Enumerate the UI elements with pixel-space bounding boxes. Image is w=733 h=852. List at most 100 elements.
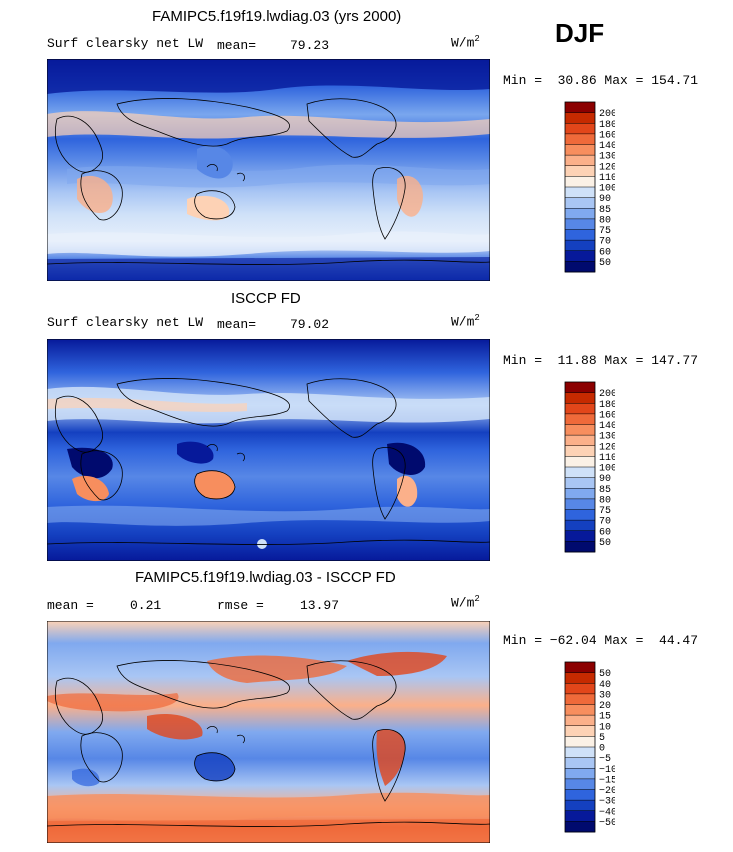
colorbar-label: 40 (599, 680, 611, 691)
colorbar-label: 50 (599, 669, 611, 680)
colorbar-label: 100 (599, 464, 615, 475)
colorbar-label: 160 (599, 130, 615, 141)
colorbar-swatch (565, 250, 595, 262)
colorbar-label: 70 (599, 517, 611, 528)
colorbar-label: 75 (599, 226, 611, 237)
map-features (47, 386, 490, 549)
panel-3-mean-label: mean = (47, 598, 94, 613)
colorbar-swatch (565, 392, 595, 404)
colorbar-swatch (565, 693, 595, 705)
panel-2-units: W/m2 (451, 313, 480, 329)
colorbar-label: 70 (599, 237, 611, 248)
panel-3-map (47, 621, 490, 843)
colorbar-swatch (565, 520, 595, 532)
colorbar-swatch (565, 133, 595, 145)
colorbar-label: 120 (599, 442, 615, 453)
colorbar-label: 120 (599, 162, 615, 173)
colorbar-label: 90 (599, 194, 611, 205)
colorbar-swatch (565, 715, 595, 727)
colorbar-swatch (565, 435, 595, 447)
colorbar-label: 80 (599, 495, 611, 506)
colorbar-label: 110 (599, 453, 615, 464)
colorbar-label: 200 (599, 389, 615, 400)
colorbar-label: 110 (599, 173, 615, 184)
colorbar-label: 180 (599, 120, 615, 131)
colorbar-swatch (565, 382, 595, 394)
colorbar-label: 5 (599, 733, 605, 744)
colorbar-label: −5 (599, 754, 611, 765)
colorbar-label: 60 (599, 247, 611, 258)
colorbar-label: 85 (599, 485, 611, 496)
colorbar-swatch (565, 445, 595, 457)
colorbar-swatch (565, 541, 595, 553)
colorbar-swatch (565, 424, 595, 436)
colorbar-swatch (565, 187, 595, 199)
colorbar-label: 50 (599, 258, 611, 269)
colorbar-swatch (565, 725, 595, 737)
units-exponent: 2 (474, 594, 480, 604)
colorbar-label: −50 (599, 818, 615, 829)
colorbar-swatch (565, 530, 595, 542)
colorbar-label: 90 (599, 474, 611, 485)
panel-2-map (47, 339, 490, 561)
colorbar-swatch (565, 736, 595, 748)
colorbar-label: 100 (599, 184, 615, 195)
coastlines (47, 660, 490, 827)
colorbar-label: 75 (599, 506, 611, 517)
colorbar-swatch (565, 778, 595, 790)
colorbar-label: 200 (599, 109, 615, 120)
colorbar-label: −40 (599, 807, 615, 818)
colorbar-swatch (565, 413, 595, 425)
colorbar-swatch (565, 123, 595, 135)
colorbar-swatch (565, 144, 595, 156)
colorbar-label: 0 (599, 744, 605, 755)
panel-3-minmax: Min = −62.04 Max = 44.47 (503, 633, 699, 648)
panel-1-minmax: Min = 30.86 Max = 154.71 (503, 73, 699, 88)
colorbar-swatch (565, 112, 595, 124)
panel-1-variable: Surf clearsky net LW (47, 36, 204, 51)
panel-2-variable: Surf clearsky net LW (47, 315, 204, 330)
panel-2-minmax: Min = 11.88 Max = 147.77 (503, 353, 699, 368)
colorbar-swatch (565, 477, 595, 489)
colorbar-swatch (565, 509, 595, 521)
colorbar-swatch (565, 488, 595, 500)
colorbar-swatch (565, 240, 595, 252)
panel-2-mean-value: 79.02 (290, 317, 330, 332)
colorbar-label: 130 (599, 432, 615, 443)
units-text: W/m (451, 595, 475, 611)
panel-3-title: FAMIPC5.f19f19.lwdiag.03 - ISCCP FD (135, 569, 396, 586)
panel-1-units: W/m2 (451, 34, 480, 50)
units-exponent: 2 (474, 313, 480, 323)
colorbar-label: 180 (599, 400, 615, 411)
units-exponent: 2 (474, 34, 480, 44)
panel-3-rmse-label: rmse = (217, 598, 264, 613)
units-text: W/m (451, 314, 475, 330)
colorbar-label: 15 (599, 712, 611, 723)
colorbar-label: 130 (599, 152, 615, 163)
colorbar-label: 60 (599, 527, 611, 538)
season-label: DJF (555, 18, 605, 48)
colorbar-label: −15 (599, 775, 615, 786)
colorbar-swatch (565, 176, 595, 188)
panel-3-rmse-value: 13.97 (300, 598, 340, 613)
colorbar-label: 20 (599, 701, 611, 712)
colorbar-swatch (565, 672, 595, 684)
colorbar-swatch (565, 747, 595, 759)
units-text: W/m (451, 35, 475, 51)
coastlines (47, 98, 490, 265)
colorbar-swatch (565, 810, 595, 822)
colorbar-label: 10 (599, 722, 611, 733)
colorbar-swatch (565, 261, 595, 273)
panel-3-mean-value: 0.21 (130, 598, 162, 613)
colorbar-label: 140 (599, 141, 615, 152)
colorbar-label: −30 (599, 797, 615, 808)
colorbar-label: −10 (599, 765, 615, 776)
colorbar-label: 30 (599, 690, 611, 701)
colorbar-swatch (565, 821, 595, 833)
panel-1-mean-label: mean= (217, 38, 257, 53)
colorbar-swatch (565, 498, 595, 510)
colorbar-swatch (565, 218, 595, 230)
